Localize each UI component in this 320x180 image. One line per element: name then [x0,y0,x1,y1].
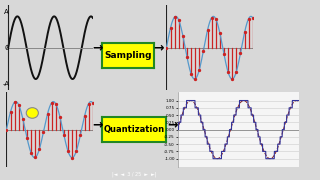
Text: Sampling: Sampling [104,51,152,60]
Text: A: A [4,9,9,15]
Text: |◄  ◄  3 / 25  ►  ►|: |◄ ◄ 3 / 25 ► ►| [112,171,157,177]
Text: →: → [167,119,177,132]
Text: →: → [92,119,103,132]
Circle shape [26,108,38,118]
Text: Quantization: Quantization [104,125,165,134]
Text: -A: -A [3,81,10,87]
Text: 0: 0 [4,45,9,51]
Text: →: → [153,41,164,54]
Text: →: → [92,41,103,54]
